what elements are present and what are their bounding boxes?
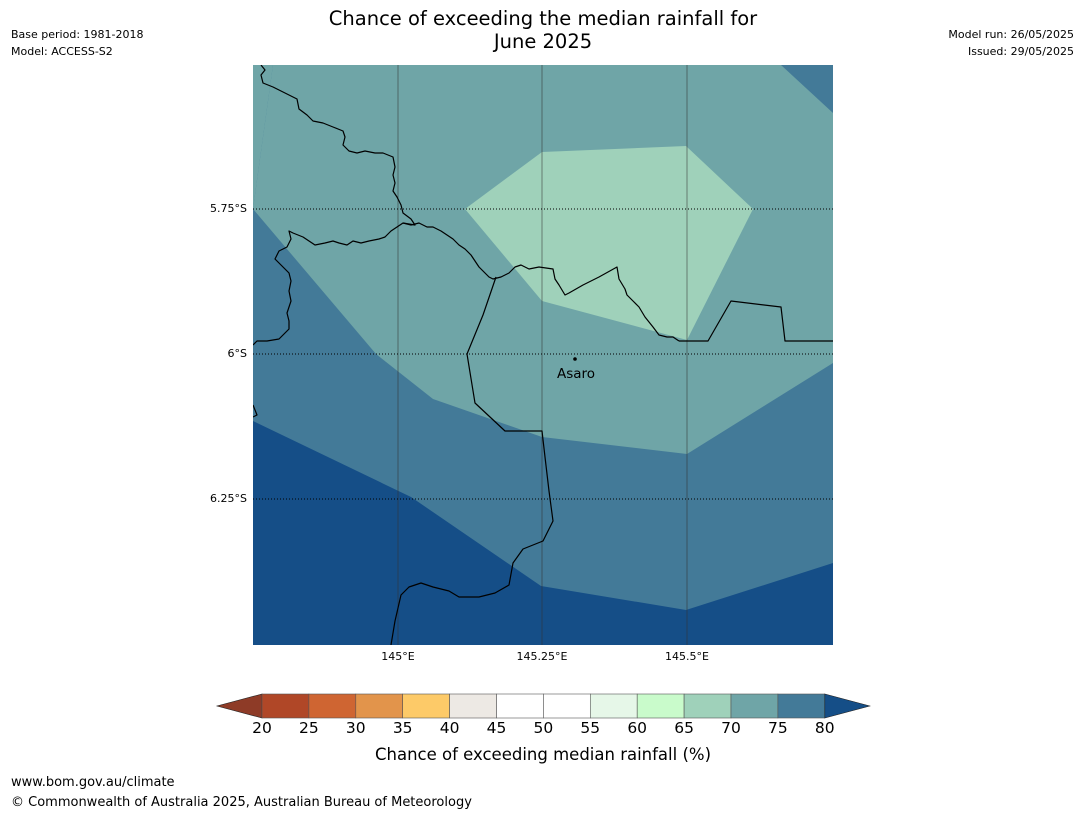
title-line-1: Chance of exceeding the median rainfall …	[328, 7, 758, 30]
map-title: Chance of exceeding the median rainfall …	[243, 7, 843, 53]
colorbar-segment	[589, 693, 638, 719]
colorbar-segment	[355, 693, 404, 719]
colorbar-tick-label: 35	[392, 719, 413, 737]
colorbar-under-arrow	[215, 693, 263, 719]
parallels	[253, 208, 833, 500]
model-run: Model run: 26/05/2025	[948, 28, 1074, 41]
colorbar-tick-label: 40	[439, 719, 460, 737]
boundary-north	[253, 65, 416, 346]
footer-url: www.bom.gov.au/climate	[11, 775, 175, 790]
lon-label-145: 145°E	[381, 650, 415, 663]
colorbar-segment	[402, 693, 450, 719]
colorbar-tick-label: 75	[768, 719, 788, 737]
colorbar-tick-label: 60	[627, 719, 648, 737]
colorbar-tick-label: 30	[345, 719, 366, 737]
colorbar-segment	[636, 693, 685, 719]
colorbar-over-arrow	[824, 693, 871, 719]
colorbar-tick-label: 55	[580, 719, 601, 737]
meta-left: Base period: 1981-2018 Model: ACCESS-S2	[11, 26, 143, 60]
asaro-marker	[573, 357, 577, 361]
colorbar-tick-label: 45	[486, 719, 507, 737]
issued-date: Issued: 29/05/2025	[967, 45, 1074, 58]
colorbar-tick-label: 70	[721, 719, 741, 737]
lat-label-6: 6°S	[227, 347, 247, 360]
colorbar-segment	[449, 693, 497, 719]
asaro-label: Asaro	[557, 366, 595, 382]
colorbar-tick-label: 25	[299, 719, 319, 737]
title-line-2: June 2025	[493, 30, 593, 53]
province-boundaries	[253, 65, 833, 645]
colorbar-tick-label: 50	[533, 719, 554, 737]
graticule	[397, 65, 688, 645]
colorbar-tick-label: 80	[814, 719, 835, 737]
colorbar-tick-label: 65	[674, 719, 694, 737]
boundary-central	[390, 276, 554, 645]
band-70-75-left	[253, 65, 273, 209]
boundary-east	[679, 300, 833, 342]
band-65-70	[465, 146, 753, 340]
boundary-west-notch	[253, 404, 258, 418]
lon-label-145-25: 145.25°E	[516, 650, 568, 663]
base-period: Base period: 1981-2018	[11, 28, 144, 41]
lat-label-5-75: 5.75°S	[210, 202, 247, 215]
colorbar-segment	[496, 693, 544, 719]
model-name: Model: ACCESS-S2	[11, 45, 113, 58]
boundary-river	[402, 222, 680, 342]
footer-copyright: © Commonwealth of Australia 2025, Austra…	[11, 795, 472, 810]
colorbar-segment	[261, 693, 310, 719]
meta-right: Model run: 26/05/2025 Issued: 29/05/2025	[948, 26, 1074, 60]
rainfall-map: Asaro	[253, 65, 833, 645]
colorbar	[215, 693, 871, 719]
colorbar-segment	[543, 693, 591, 719]
colorbar-tick-label: 20	[252, 719, 272, 737]
lon-label-145-5: 145.5°E	[665, 650, 709, 663]
colorbar-segment	[308, 693, 357, 719]
colorbar-segment	[777, 693, 826, 719]
lat-label-6-25: 6.25°S	[210, 492, 247, 505]
colorbar-segment	[730, 693, 779, 719]
colorbar-segment	[683, 693, 732, 719]
colorbar-label: Chance of exceeding median rainfall (%)	[374, 745, 712, 764]
